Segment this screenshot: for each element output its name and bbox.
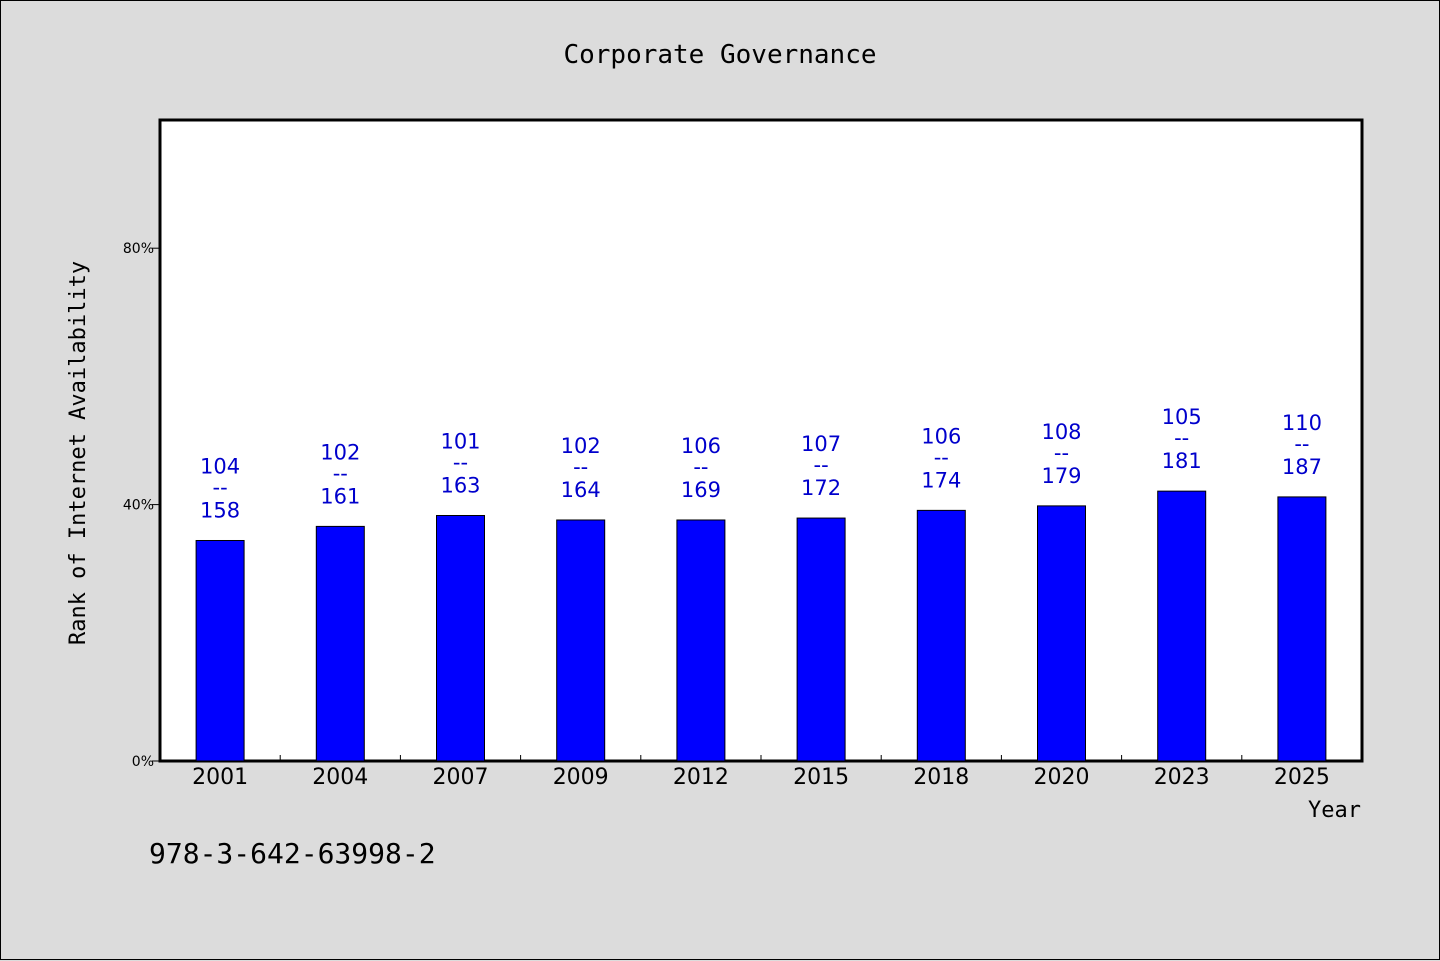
data-label-bottom-2020: 179	[1041, 464, 1081, 488]
y-tick-label-80: 80%	[123, 241, 154, 257]
x-tick-label-2001: 2001	[192, 765, 248, 790]
bars-group	[195, 490, 1327, 762]
data-label-bottom-2023: 181	[1162, 449, 1202, 473]
data-label-separator-2018: --	[934, 445, 949, 469]
data-label-separator-2012: --	[693, 455, 708, 479]
bar-2009	[556, 519, 606, 762]
data-label-separator-2009: --	[573, 455, 588, 479]
x-axis: 2001 2004 2007 2009 2012 2015 2018 2020 2023 2025	[192, 755, 1330, 790]
data-label-bottom-2015: 172	[801, 476, 841, 500]
data-label-top-2004: 102	[320, 440, 360, 464]
x-tick-label-2020: 2020	[1034, 765, 1090, 790]
data-label-top-2018: 106	[921, 424, 961, 448]
bar-2018	[916, 509, 966, 762]
y-axis: 0% 40% 80%	[123, 241, 160, 770]
data-label-bottom-2025: 187	[1282, 455, 1322, 479]
data-label-bottom-2004: 161	[320, 484, 360, 508]
bar-2025	[1277, 496, 1327, 762]
data-label-separator-2015: --	[814, 453, 829, 477]
data-label-top-2007: 101	[440, 429, 480, 453]
data-label-top-2009: 102	[561, 434, 601, 458]
bar-2004	[315, 525, 365, 762]
isbn-footnote: 978-3-642-63998-2	[149, 837, 436, 870]
x-tick-label-2009: 2009	[553, 765, 609, 790]
data-label-top-2020: 108	[1041, 420, 1081, 444]
bar-2007	[436, 514, 485, 762]
data-label-bottom-2009: 164	[561, 478, 601, 502]
data-label-separator-2023: --	[1174, 426, 1189, 450]
x-tick-label-2023: 2023	[1154, 765, 1210, 790]
data-label-top-2001: 104	[200, 454, 240, 478]
data-label-separator-2007: --	[453, 450, 468, 474]
data-label-separator-2020: --	[1054, 441, 1069, 465]
data-label-separator-2001: --	[213, 475, 228, 499]
data-label-separator-2004: --	[333, 461, 348, 485]
x-axis-label: Year	[1308, 798, 1361, 823]
bar-2020	[1037, 505, 1086, 762]
x-tick-label-2007: 2007	[433, 765, 489, 790]
data-label-bottom-2012: 169	[681, 478, 721, 502]
data-label-top-2025: 110	[1282, 411, 1322, 435]
data-label-bottom-2001: 158	[200, 498, 240, 522]
data-label-bottom-2007: 163	[440, 473, 480, 497]
chart-title: Corporate Governance	[563, 40, 876, 70]
bar-2001	[195, 539, 245, 762]
y-tick-label-0: 0%	[132, 754, 154, 770]
x-tick-label-2012: 2012	[673, 765, 729, 790]
bar-2015	[796, 517, 846, 762]
data-label-top-2023: 105	[1162, 405, 1202, 429]
x-tick-label-2015: 2015	[793, 765, 849, 790]
x-tick-label-2004: 2004	[312, 765, 368, 790]
data-labels-group: 104--158102--161101--163102--164106--169…	[200, 405, 1322, 522]
y-axis-label: Rank of Internet Availability	[66, 261, 91, 645]
data-label-top-2015: 107	[801, 432, 841, 456]
data-label-separator-2025: --	[1294, 432, 1309, 456]
data-label-top-2012: 106	[681, 434, 721, 458]
x-tick-label-2018: 2018	[913, 765, 969, 790]
y-tick-label-40: 40%	[123, 498, 154, 514]
bar-2023	[1157, 490, 1207, 762]
data-label-bottom-2018: 174	[921, 468, 961, 492]
x-tick-label-2025: 2025	[1274, 765, 1330, 790]
bar-2012	[676, 519, 726, 762]
